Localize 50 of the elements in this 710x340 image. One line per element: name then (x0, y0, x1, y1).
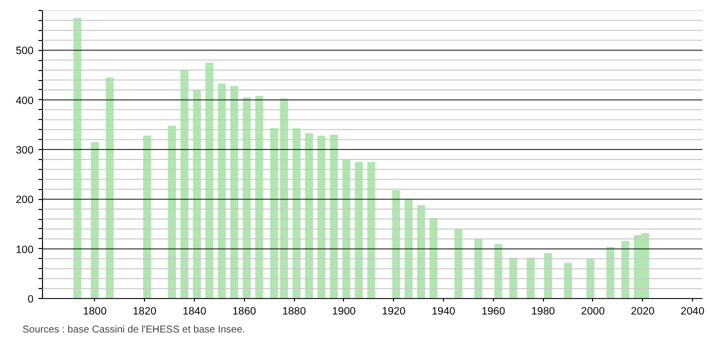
bar (544, 252, 552, 298)
x-tick-label: 2000 (581, 306, 605, 318)
bar (454, 228, 462, 298)
bar (168, 126, 176, 298)
x-tick-label: 1800 (82, 306, 107, 318)
bar (392, 190, 400, 298)
x-tick-label: 1840 (182, 306, 206, 318)
x-tick-label: 1860 (232, 306, 256, 318)
y-tick-label: 200 (16, 194, 34, 206)
y-tick-label: 400 (16, 94, 34, 107)
source-note: Sources : base Cassini de l'EHESS et base Insee. (22, 324, 246, 336)
y-tick-label: 300 (16, 144, 34, 157)
bar (218, 83, 226, 298)
x-tick-label: 2040 (680, 306, 704, 318)
bar (205, 62, 214, 298)
bar (586, 259, 594, 298)
x-tick-label: 2020 (630, 306, 655, 318)
bar (242, 97, 251, 298)
bar (417, 205, 426, 298)
x-tick-label: 1980 (531, 306, 556, 318)
bar (90, 142, 99, 298)
bar (305, 133, 313, 298)
bar (564, 262, 572, 298)
bar (404, 199, 413, 298)
bar (270, 128, 278, 298)
x-tick-label: 1920 (382, 306, 406, 318)
bar (317, 136, 326, 298)
bar (292, 128, 301, 298)
x-tick-label: 1880 (282, 306, 306, 318)
bar (430, 218, 438, 298)
bar (330, 134, 338, 298)
x-tick-label: 1900 (332, 306, 356, 318)
y-tick-label: 0 (28, 294, 34, 306)
x-tick-label: 1820 (132, 306, 157, 318)
bar (621, 240, 630, 298)
bar (255, 96, 264, 298)
bar (192, 90, 201, 298)
bar (280, 98, 288, 298)
x-tick-label: 1940 (432, 306, 456, 318)
bar (474, 238, 482, 298)
bar (73, 18, 82, 298)
bar (230, 86, 238, 298)
y-tick-label: 500 (16, 45, 34, 58)
bar (180, 70, 188, 298)
x-tick-label: 1960 (481, 306, 506, 318)
y-tick-label: 100 (16, 244, 34, 256)
bar (143, 136, 152, 298)
bar (354, 162, 363, 298)
bar (494, 244, 502, 298)
bar (342, 159, 350, 298)
